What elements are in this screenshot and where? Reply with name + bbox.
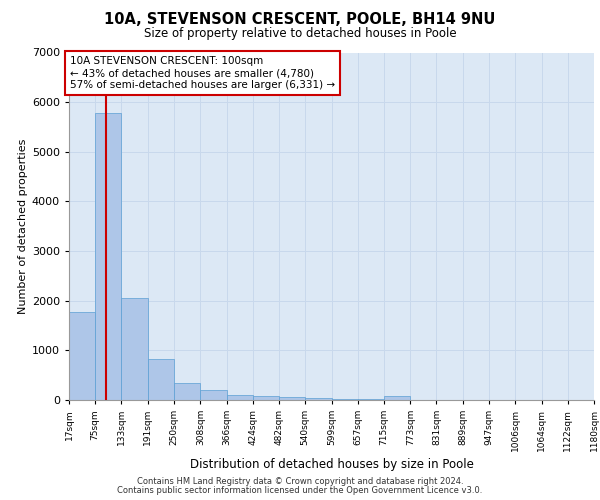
- Bar: [121, 298, 148, 400]
- X-axis label: Distribution of detached houses by size in Poole: Distribution of detached houses by size …: [190, 458, 473, 471]
- Bar: [279, 397, 305, 400]
- Y-axis label: Number of detached properties: Number of detached properties: [17, 138, 28, 314]
- Text: Contains HM Land Registry data © Crown copyright and database right 2024.: Contains HM Land Registry data © Crown c…: [137, 477, 463, 486]
- Bar: [253, 396, 279, 400]
- Text: Contains public sector information licensed under the Open Government Licence v3: Contains public sector information licen…: [118, 486, 482, 495]
- Bar: [384, 396, 410, 400]
- Text: Size of property relative to detached houses in Poole: Size of property relative to detached ho…: [143, 28, 457, 40]
- Bar: [332, 399, 358, 400]
- Bar: [227, 394, 253, 400]
- Bar: [148, 360, 174, 400]
- Bar: [69, 312, 95, 400]
- Bar: [200, 390, 227, 400]
- Bar: [95, 113, 121, 400]
- Bar: [174, 383, 200, 400]
- Text: 10A, STEVENSON CRESCENT, POOLE, BH14 9NU: 10A, STEVENSON CRESCENT, POOLE, BH14 9NU: [104, 12, 496, 28]
- Bar: [305, 398, 332, 400]
- Text: 10A STEVENSON CRESCENT: 100sqm
← 43% of detached houses are smaller (4,780)
57% : 10A STEVENSON CRESCENT: 100sqm ← 43% of …: [70, 56, 335, 90]
